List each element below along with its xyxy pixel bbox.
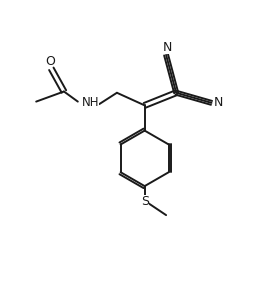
Text: O: O <box>45 55 55 68</box>
Text: S: S <box>141 195 149 208</box>
Text: N: N <box>214 96 223 109</box>
Text: N: N <box>163 41 172 54</box>
Text: NH: NH <box>82 96 99 109</box>
